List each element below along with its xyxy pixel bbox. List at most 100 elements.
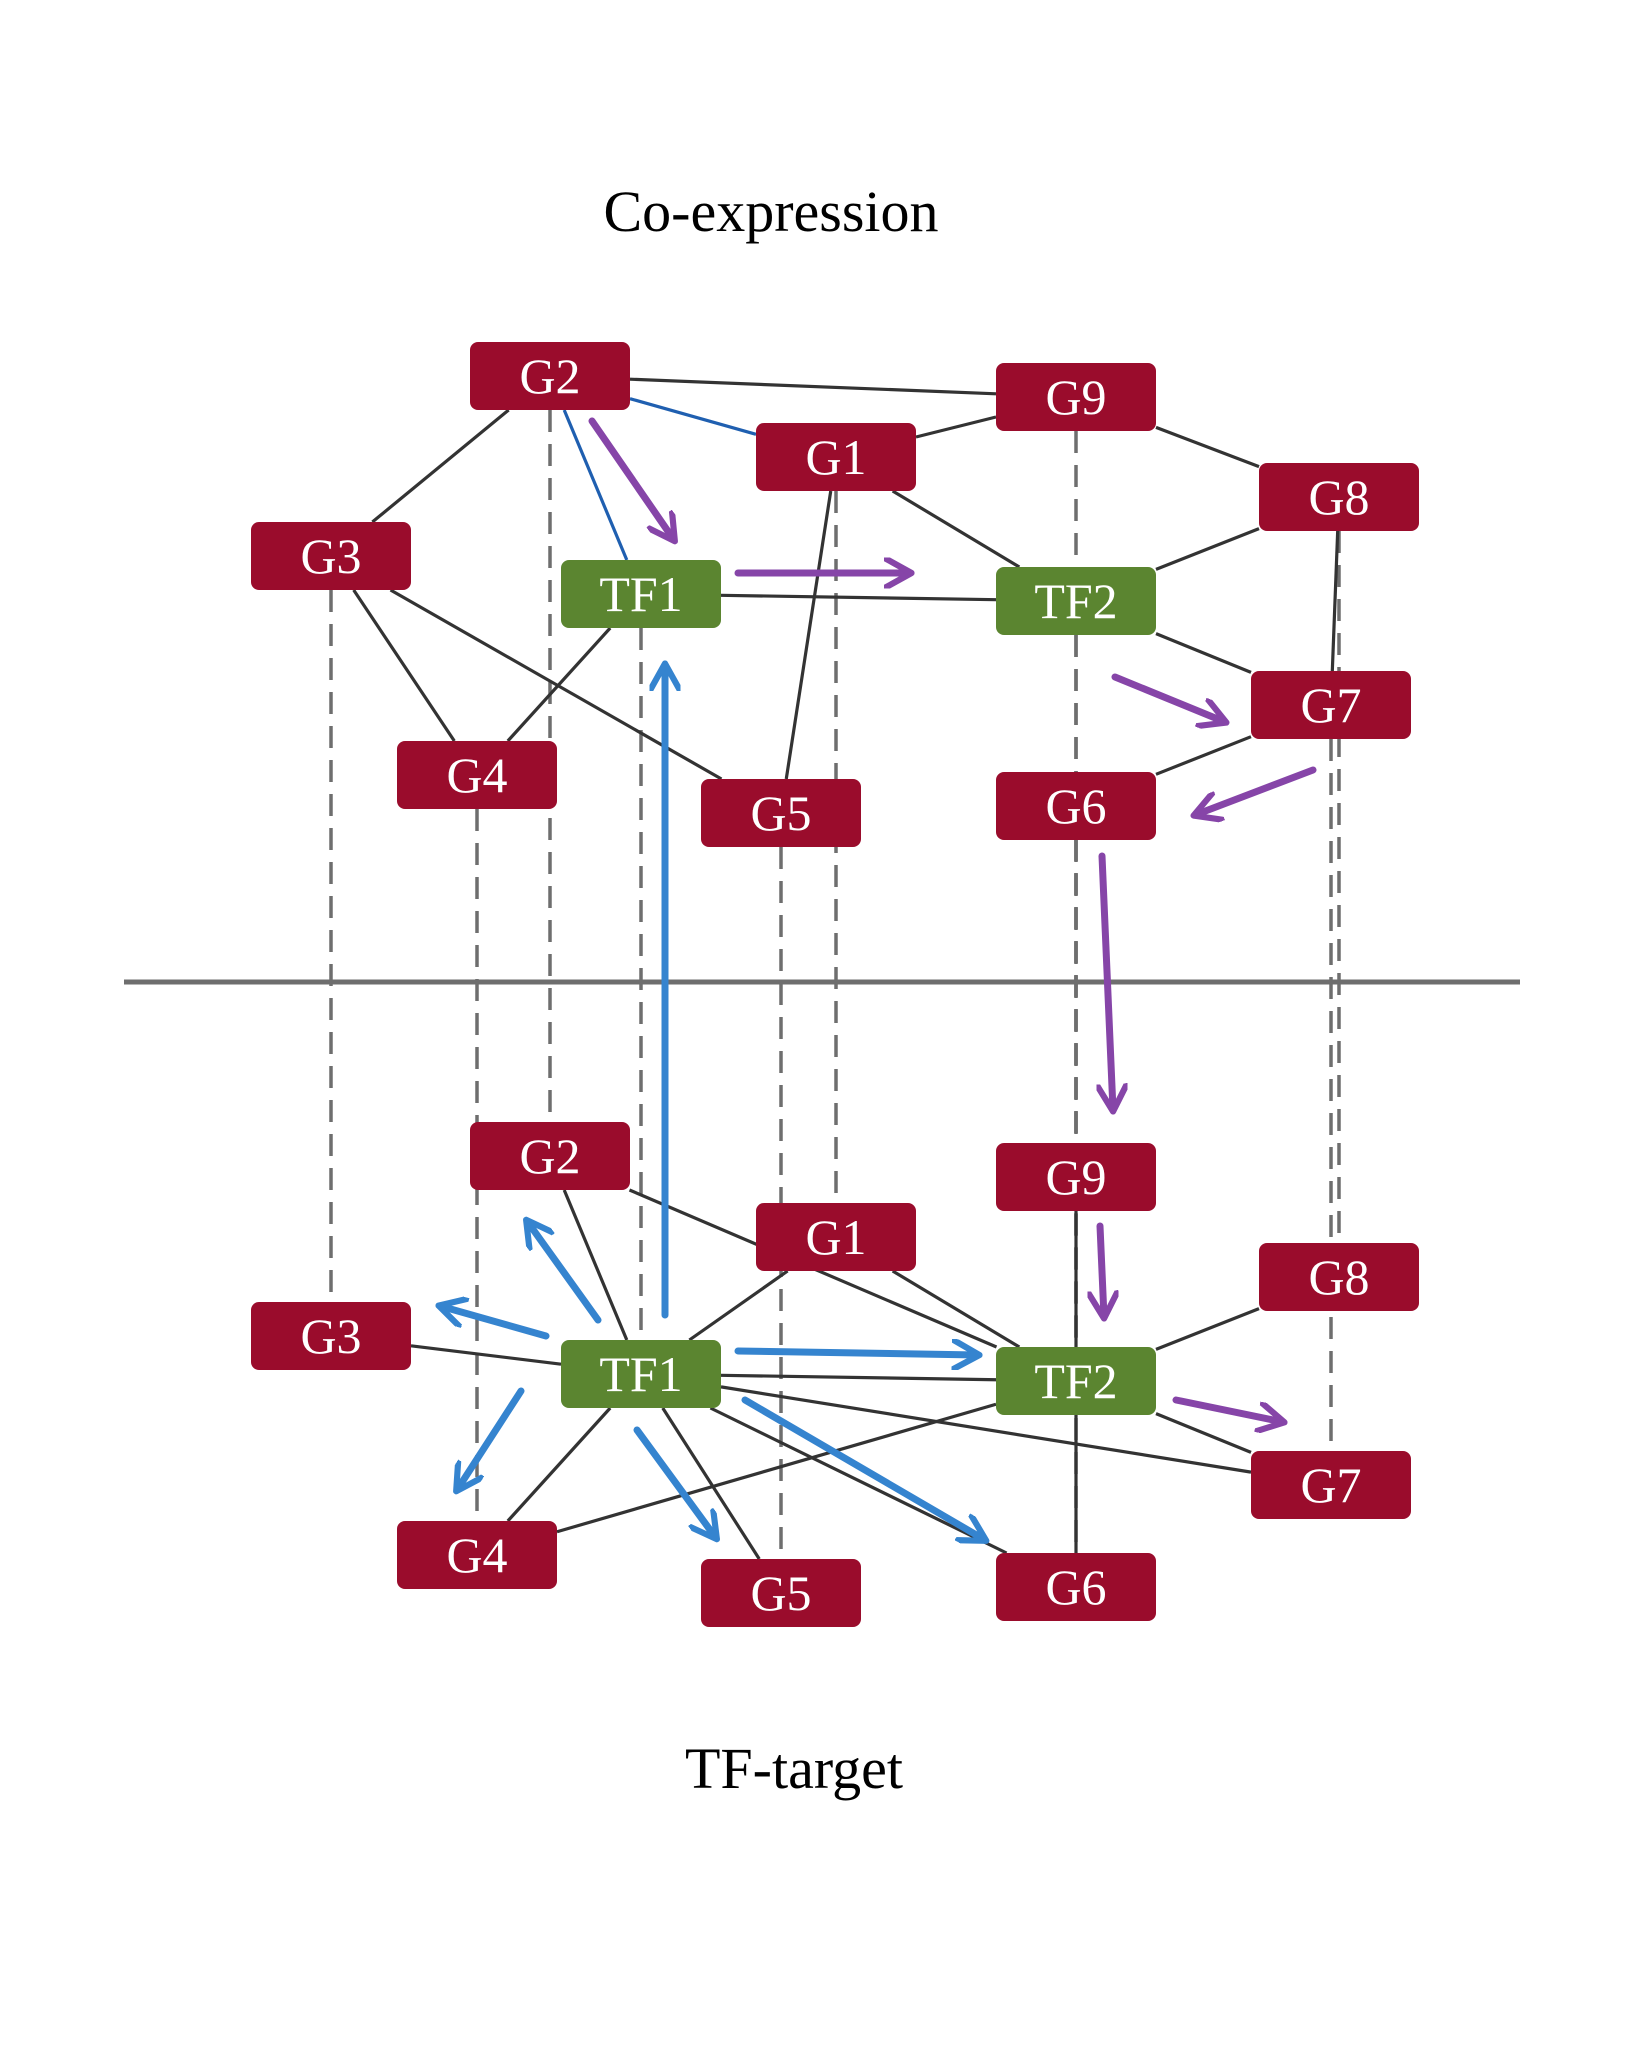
- bottom-node-g1[interactable]: G1: [756, 1203, 916, 1271]
- bottom-node-g3[interactable]: G3: [251, 1302, 411, 1370]
- bottom-edge-g2-tf1: [562, 1189, 629, 1341]
- top-edge-g8-tf2: [1155, 527, 1260, 571]
- node-label: G5: [750, 785, 811, 841]
- bottom-node-g8[interactable]: G8: [1259, 1243, 1419, 1311]
- node-box: [996, 1143, 1156, 1211]
- inference-arrows: [440, 417, 1317, 1540]
- node-label: TF2: [1034, 1353, 1117, 1409]
- top-node-g1[interactable]: G1: [756, 423, 916, 491]
- node-box: [996, 363, 1156, 431]
- node-box: [561, 560, 721, 628]
- arrow-bottom-tf1-to-bottom-g6: [741, 1396, 985, 1540]
- top-node-g7[interactable]: G7: [1251, 671, 1411, 739]
- bottom-node-g5[interactable]: G5: [701, 1559, 861, 1627]
- bottom-edge-g1-tf2: [891, 1269, 1021, 1349]
- top-node-g3[interactable]: G3: [251, 522, 411, 590]
- arrow-top-g2-to-top-tf1: [588, 417, 674, 540]
- node-label: G6: [1045, 778, 1106, 834]
- top-edge-g8-g7: [1330, 530, 1340, 672]
- node-label: G1: [805, 1209, 866, 1265]
- node-label: G8: [1308, 1249, 1369, 1305]
- bottom-edge-g1-tf1: [688, 1269, 789, 1342]
- node-label: TF1: [599, 1346, 682, 1402]
- top-node-tf1[interactable]: TF1: [561, 560, 721, 628]
- node-box: [701, 1559, 861, 1627]
- arrow-bottom-tf1-to-bottom-tf2: [734, 1351, 978, 1355]
- node-label: G9: [1045, 1149, 1106, 1205]
- bottom-node-tf2[interactable]: TF2: [996, 1347, 1156, 1415]
- arrow-bottom-tf2-to-bottom-g7: [1172, 1396, 1283, 1422]
- top-node-g4[interactable]: G4: [397, 741, 557, 809]
- node-box: [1251, 671, 1411, 739]
- node-box: [701, 779, 861, 847]
- bottom-edge-tf2-g7: [1155, 1412, 1252, 1454]
- bottom-edge-g3-tf1: [410, 1344, 562, 1366]
- tf-target-layer: G2 G9 G1 G8 G3 TF1 TF2 G7 G4 G5 G6: [251, 1122, 1419, 1627]
- bottom-node-g4[interactable]: G4: [397, 1521, 557, 1589]
- node-label: TF2: [1034, 573, 1117, 629]
- node-label: G6: [1045, 1559, 1106, 1615]
- top-node-g5[interactable]: G5: [701, 779, 861, 847]
- top-edge-g2-g1: [629, 397, 757, 436]
- arrow-top-tf2-to-top-g7: [1111, 673, 1225, 722]
- arrow-bottom-g9-to-bottom-tf2: [1100, 1222, 1104, 1317]
- node-label: G4: [446, 1527, 507, 1583]
- node-box: [251, 1302, 411, 1370]
- top-edge-g7-g6: [1155, 735, 1252, 776]
- top-edge-g1-g5: [784, 490, 833, 780]
- top-node-tf2[interactable]: TF2: [996, 567, 1156, 635]
- bottom-edge-tf1-g6: [709, 1406, 1008, 1555]
- bottom-node-g6[interactable]: G6: [996, 1553, 1156, 1621]
- arrow-bottom-tf1-to-bottom-g2: [527, 1221, 602, 1324]
- node-label: G7: [1300, 1457, 1361, 1513]
- bottom-node-g9[interactable]: G9: [996, 1143, 1156, 1211]
- node-label: G1: [805, 429, 866, 485]
- bottom-node-tf1[interactable]: TF1: [561, 1340, 721, 1408]
- top-node-g8[interactable]: G8: [1259, 463, 1419, 531]
- bottom-node-g2[interactable]: G2: [470, 1122, 630, 1190]
- arrow-top-g7-to-top-g6: [1195, 766, 1317, 815]
- node-box: [756, 423, 916, 491]
- node-label: G5: [750, 1565, 811, 1621]
- top-edge-g1-tf2: [891, 489, 1021, 569]
- node-box: [996, 567, 1156, 635]
- node-box: [470, 342, 630, 410]
- top-edge-g3-g4: [352, 589, 456, 742]
- node-box: [397, 1521, 557, 1589]
- top-node-g6[interactable]: G6: [996, 772, 1156, 840]
- node-box: [470, 1122, 630, 1190]
- top-node-g2[interactable]: G2: [470, 342, 630, 410]
- node-label: G3: [300, 1308, 361, 1364]
- arrow-bottom-tf1-to-bottom-g3: [440, 1306, 550, 1340]
- bottom-edge-tf1-g4: [506, 1406, 612, 1523]
- bottom-edge-tf1-g5: [661, 1407, 761, 1560]
- coexpression-edges: [352, 377, 1340, 781]
- node-box: [251, 522, 411, 590]
- bottom-edge-tf2-g4: [556, 1402, 997, 1534]
- bottom-node-g7[interactable]: G7: [1251, 1451, 1411, 1519]
- node-box: [996, 1347, 1156, 1415]
- tf-target-layer-title: TF-target: [685, 1736, 903, 1801]
- top-edge-g1-g9: [915, 415, 997, 439]
- top-edge-g9-g8: [1155, 425, 1260, 469]
- top-edge-g2-tf1: [562, 409, 629, 561]
- node-label: G7: [1300, 677, 1361, 733]
- node-label: G8: [1308, 469, 1369, 525]
- coexpression-layer-title: Co-expression: [603, 179, 938, 244]
- node-label: G9: [1045, 369, 1106, 425]
- node-box: [1259, 463, 1419, 531]
- node-label: TF1: [599, 566, 682, 622]
- node-label: G4: [446, 747, 507, 803]
- bottom-edge-tf1-g7: [720, 1385, 1252, 1474]
- node-box: [1251, 1451, 1411, 1519]
- node-label: G3: [300, 528, 361, 584]
- node-label: G2: [519, 1128, 580, 1184]
- node-box: [1259, 1243, 1419, 1311]
- node-box: [397, 741, 557, 809]
- arrow-bottom-tf1-to-bottom-g5: [633, 1426, 716, 1538]
- node-box: [996, 1553, 1156, 1621]
- top-edge-tf1-tf2: [720, 593, 997, 602]
- top-node-g9[interactable]: G9: [996, 363, 1156, 431]
- node-box: [561, 1340, 721, 1408]
